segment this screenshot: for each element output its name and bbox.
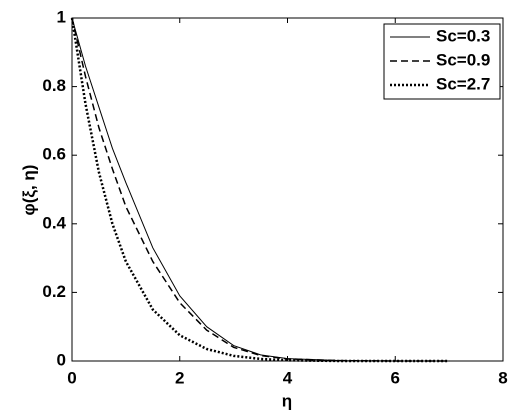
x-tick-label: 4 (283, 368, 293, 387)
series-line (71, 17, 450, 362)
y-axis-label: φ(ξ, η) (19, 165, 38, 216)
y-tick-label: 0.6 (42, 145, 66, 164)
x-tick-label: 6 (391, 368, 400, 387)
legend-label: Sc=0.3 (436, 26, 490, 45)
x-axis-label: η (282, 391, 292, 410)
x-tick-label: 2 (175, 368, 184, 387)
legend-label: Sc=2.7 (436, 74, 490, 93)
y-tick-label: 0.2 (42, 282, 66, 301)
x-tick-label: 0 (67, 368, 76, 387)
series-line (70, 17, 450, 363)
y-tick-label: 0.4 (42, 213, 66, 232)
y-tick-label: 0 (57, 350, 66, 369)
x-tick-label: 8 (498, 368, 507, 387)
y-tick-label: 0.8 (42, 76, 66, 95)
legend-label: Sc=0.9 (436, 50, 490, 69)
y-tick-label: 1 (57, 7, 66, 26)
